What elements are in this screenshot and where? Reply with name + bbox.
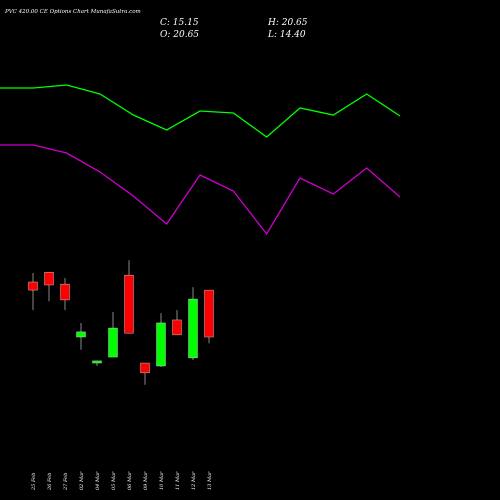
x-tick-label: 05 Mar — [111, 471, 117, 490]
x-tick-label: 04 Mar — [95, 471, 101, 490]
x-tick-label: 02 Mar — [79, 471, 85, 490]
candle-body — [44, 271, 54, 286]
candle-body — [60, 283, 70, 301]
candle-body — [172, 319, 182, 336]
x-tick-label: 12 Mar — [191, 471, 197, 490]
chart-title: PVC 420.00 CE Options Chart MunafaSutra.… — [4, 9, 141, 15]
candle-body — [28, 281, 38, 291]
candle-body — [108, 327, 118, 358]
x-tick-label: 13 Mar — [207, 471, 213, 490]
candle-body — [76, 331, 86, 338]
candle-body — [204, 289, 214, 338]
low-label: L: 14.40 — [267, 30, 306, 40]
x-tick-label: 26 Feb — [47, 473, 53, 491]
close-label: C: 15.15 — [160, 18, 199, 28]
x-tick-label: 10 Mar — [159, 471, 165, 490]
candle-body — [124, 274, 134, 334]
x-tick-label: 09 Mar — [143, 471, 149, 490]
x-tick-label: 06 Mar — [127, 471, 133, 490]
candle-body — [156, 322, 166, 367]
open-label: O: 20.65 — [160, 30, 199, 40]
x-tick-label: 27 Feb — [63, 473, 69, 491]
candle-body — [188, 298, 198, 359]
line-series — [0, 84, 401, 138]
line-series — [0, 144, 401, 236]
candle-body — [92, 360, 102, 364]
x-tick-label: 25 Feb — [31, 473, 37, 491]
x-tick-label: 11 Mar — [175, 471, 181, 490]
candle-body — [140, 362, 150, 374]
high-label: H: 20.65 — [267, 18, 308, 28]
